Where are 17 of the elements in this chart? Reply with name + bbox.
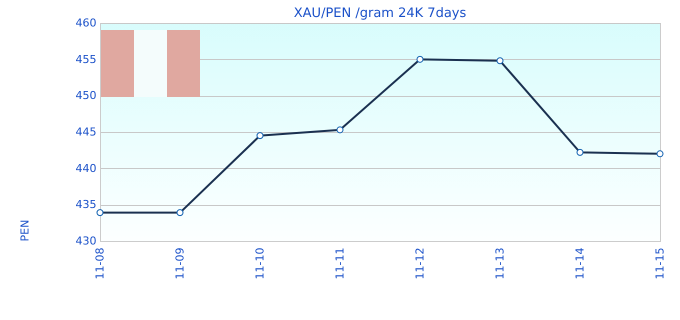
- x-tick-label: 11-15: [654, 248, 666, 280]
- chart-title: XAU/PEN /gram 24K 7days: [294, 6, 466, 21]
- y-tick-label: 460: [76, 16, 96, 30]
- x-tick-label: 11-08: [94, 248, 106, 280]
- x-tick-label: 11-13: [494, 248, 506, 280]
- y-tick-label: 440: [76, 162, 96, 175]
- x-tick-label: 11-12: [414, 248, 426, 280]
- y-tick-label: 445: [76, 126, 96, 138]
- x-tick-label: 11-10: [254, 248, 266, 280]
- y-axis-title: PEN: [18, 220, 32, 242]
- y-tick-label: 450: [76, 89, 96, 102]
- y-tick-label: 430: [76, 234, 96, 248]
- y-tick-label: 455: [76, 52, 96, 66]
- x-tick-label: 11-14: [574, 248, 586, 280]
- x-tick-label: 11-11: [334, 248, 346, 280]
- x-tick-label: 11-09: [174, 248, 186, 280]
- y-tick-label: 435: [76, 198, 96, 212]
